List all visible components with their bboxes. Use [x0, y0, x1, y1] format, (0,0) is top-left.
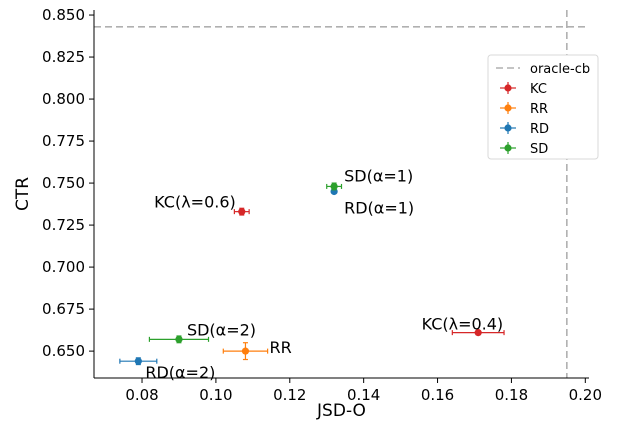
legend-label: SD: [530, 142, 548, 157]
point-annotation: KC(λ=0.6): [154, 193, 236, 212]
point-marker: [238, 208, 246, 216]
x-tick-label: 0.10: [199, 386, 232, 404]
x-tick-label: 0.16: [421, 386, 454, 404]
legend-entry: KC: [500, 82, 547, 97]
y-tick-label: 0.825: [42, 48, 85, 66]
point-kc: [451, 329, 505, 337]
point-rd: [119, 357, 158, 366]
legend-entry: RD: [500, 122, 549, 137]
y-tick-label: 0.800: [42, 90, 85, 108]
y-tick-label: 0.850: [42, 6, 85, 24]
legend-entry: RR: [500, 102, 548, 117]
point-annotation: RD(α=2): [145, 363, 215, 382]
y-tick-label: 0.700: [42, 258, 85, 276]
point-annotation: RR: [269, 338, 291, 357]
x-tick-label: 0.14: [347, 386, 380, 404]
legend: oracle-cb KC RR RD SD: [487, 54, 599, 160]
legend-label: oracle-cb: [530, 62, 590, 77]
point-marker: [241, 347, 250, 355]
legend-marker-icon: [504, 144, 512, 152]
data-series-layer: [119, 182, 505, 366]
legend-entry: SD: [500, 142, 548, 157]
x-tick-label: 0.18: [495, 386, 528, 404]
annotations-layer: KC(λ=0.6) SD(α=1) RD(α=1) KC(λ=0.4) SD(α=2) R…: [145, 166, 503, 382]
point-annotation: SD(α=1): [344, 166, 413, 185]
legend-label: RR: [530, 102, 548, 117]
point-marker: [134, 357, 142, 365]
y-tick-label: 0.650: [42, 342, 85, 360]
point-annotation: KC(λ=0.4): [422, 315, 504, 334]
y-tick-label: 0.725: [42, 216, 85, 234]
legend-marker-icon: [504, 104, 512, 112]
point-rr: [222, 342, 269, 361]
legend-label: KC: [530, 82, 547, 97]
legend-entry: oracle-cb: [496, 62, 590, 77]
legend-marker-icon: [504, 124, 512, 132]
point-annotation: SD(α=2): [187, 320, 256, 339]
point-sd: [326, 182, 343, 191]
point-marker: [175, 335, 183, 343]
legend-box: [487, 54, 599, 160]
point-marker: [474, 329, 482, 337]
legend-marker-icon: [504, 84, 512, 92]
axes-layer: 0.08 0.10 0.12 0.14 0.16 0.18 0.20 0.650 0.675 0.…: [13, 6, 602, 421]
y-tick-label: 0.750: [42, 174, 85, 192]
y-tick-label: 0.775: [42, 132, 85, 150]
point-annotation: RD(α=1): [344, 198, 414, 217]
point-kc: [233, 207, 250, 216]
point-marker: [330, 182, 338, 191]
point-sd: [148, 335, 210, 344]
x-axis-label: JSD-O: [316, 401, 366, 421]
y-tick-label: 0.675: [42, 300, 85, 318]
x-tick-label: 0.20: [569, 386, 602, 404]
x-tick-label: 0.12: [273, 386, 306, 404]
legend-label: RD: [530, 122, 549, 137]
x-tick-label: 0.08: [125, 386, 158, 404]
y-axis-label: CTR: [13, 177, 33, 211]
